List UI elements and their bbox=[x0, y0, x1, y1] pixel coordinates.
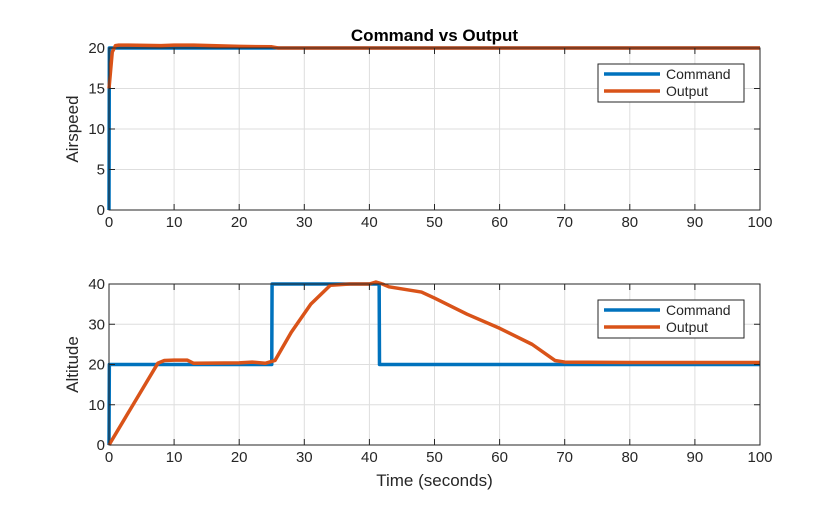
altitude-legend-label-output: Output bbox=[666, 319, 708, 335]
airspeed-legend-label-command: Command bbox=[666, 66, 731, 82]
airspeed-legend-box bbox=[597, 63, 745, 103]
airspeed-x-tick-label: 0 bbox=[105, 214, 113, 231]
altitude-legend-label-command: Command bbox=[666, 302, 731, 318]
airspeed-x-tick-label: 10 bbox=[166, 214, 183, 231]
airspeed-y-tick-label: 0 bbox=[97, 202, 105, 219]
airspeed-legend-label-output: Output bbox=[666, 83, 708, 99]
airspeed-y-tick-label: 5 bbox=[97, 162, 105, 179]
airspeed-plot: 0 10 20 30 40 50 60 70 80 90 100 0 5 10 15 20 Command vs… bbox=[63, 26, 773, 231]
altitude-x-tick-label: 30 bbox=[296, 449, 313, 466]
airspeed-x-tick-label: 40 bbox=[361, 214, 378, 231]
altitude-y-tick-label: 10 bbox=[88, 397, 105, 414]
airspeed-y-tick-label: 20 bbox=[88, 40, 105, 57]
altitude-x-tick-label: 90 bbox=[687, 449, 704, 466]
altitude-y-tick-label: 0 bbox=[97, 437, 105, 454]
altitude-y-tick-label: 20 bbox=[88, 357, 105, 374]
altitude-x-tick-label: 40 bbox=[361, 449, 378, 466]
altitude-y-tick-label: 30 bbox=[88, 316, 105, 333]
altitude-x-tick-label: 70 bbox=[556, 449, 573, 466]
altitude-x-tick-label: 0 bbox=[105, 449, 113, 466]
airspeed-x-tick-label: 50 bbox=[426, 214, 443, 231]
airspeed-x-tick-label: 70 bbox=[556, 214, 573, 231]
altitude-x-tick-label: 10 bbox=[166, 449, 183, 466]
altitude-x-tick-label: 60 bbox=[491, 449, 508, 466]
altitude-x-tick-label: 100 bbox=[747, 449, 772, 466]
airspeed-x-tick-label: 100 bbox=[747, 214, 772, 231]
altitude-legend-box bbox=[597, 299, 745, 339]
altitude-x-tick-label: 20 bbox=[231, 449, 248, 466]
altitude-plot: 0 10 20 30 40 50 60 70 80 90 100 0 10 20 30 40 Time (sec… bbox=[63, 276, 773, 490]
airspeed-y-axis-label: Airspeed bbox=[63, 95, 82, 162]
airspeed-x-tick-label: 60 bbox=[491, 214, 508, 231]
airspeed-y-tick-label: 15 bbox=[88, 81, 105, 98]
altitude-y-tick-label: 40 bbox=[88, 276, 105, 293]
altitude-x-axis-label: Time (seconds) bbox=[376, 471, 493, 490]
altitude-y-axis-label: Altitude bbox=[63, 336, 82, 393]
airspeed-y-tick-label: 10 bbox=[88, 121, 105, 138]
airspeed-x-tick-label: 80 bbox=[621, 214, 638, 231]
altitude-x-tick-label: 80 bbox=[621, 449, 638, 466]
airspeed-x-tick-label: 90 bbox=[687, 214, 704, 231]
altitude-x-tick-label: 50 bbox=[426, 449, 443, 466]
airspeed-x-tick-label: 30 bbox=[296, 214, 313, 231]
airspeed-x-tick-label: 20 bbox=[231, 214, 248, 231]
airspeed-title: Command vs Output bbox=[351, 26, 519, 45]
